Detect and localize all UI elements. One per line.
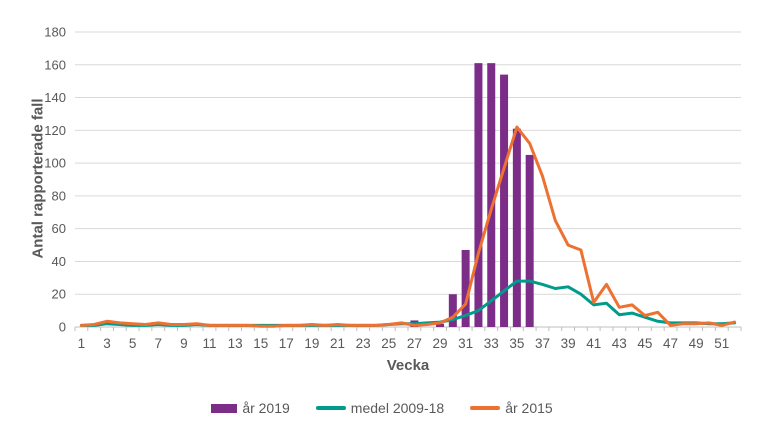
bar [525, 154, 534, 327]
legend-label: medel 2009-18 [350, 400, 445, 416]
x-tick-label: 5 [129, 336, 137, 351]
x-tick-label: 13 [228, 336, 243, 351]
x-tick-label: 33 [484, 336, 499, 351]
bar [500, 74, 509, 327]
x-tick-label: 9 [180, 336, 188, 351]
legend-item-ar-2019: år 2019 [211, 400, 290, 416]
legend-item-ar-2015: år 2015 [470, 400, 553, 416]
x-tick-label: 19 [304, 336, 319, 351]
bar [436, 323, 445, 327]
y-tick-label: 40 [52, 254, 66, 269]
bar [474, 63, 483, 328]
bar [487, 63, 496, 328]
y-tick-label: 60 [52, 221, 66, 236]
y-tick-label: 20 [52, 287, 66, 302]
x-tick-label: 47 [663, 336, 678, 351]
line-series [79, 125, 737, 328]
x-tick-label: 17 [279, 336, 294, 351]
legend: år 2019 medel 2009-18 år 2015 [0, 400, 764, 416]
y-tick-label: 120 [44, 123, 66, 138]
x-tick-label: 41 [586, 336, 601, 351]
legend-line-swatch-icon [315, 406, 346, 410]
legend-label: år 2019 [242, 400, 290, 416]
x-tick-label: 37 [535, 336, 550, 351]
x-tick-label: 39 [561, 336, 576, 351]
legend-bar-swatch-icon [211, 403, 238, 413]
x-tick-label: 45 [637, 336, 652, 351]
bar [461, 249, 470, 327]
bar [448, 294, 457, 327]
x-tick-label: 51 [714, 336, 729, 351]
y-tick-label: 80 [52, 188, 66, 203]
y-tick-label: 0 [59, 320, 66, 335]
bar [512, 128, 521, 327]
x-tick-label: 35 [509, 336, 524, 351]
x-tick-label: 25 [381, 336, 396, 351]
x-tick-label: 23 [356, 336, 371, 351]
x-tick-label: 1 [78, 336, 86, 351]
legend-label: år 2015 [505, 400, 553, 416]
y-tick-label: 160 [44, 57, 66, 72]
x-tick-label: 43 [612, 336, 627, 351]
x-tick-label: 27 [407, 336, 422, 351]
x-tick-label: 3 [103, 336, 111, 351]
x-axis-title: Vecka [386, 357, 430, 374]
y-axis-title: Antal rapporterade fall [29, 98, 47, 259]
legend-line-swatch-icon [470, 406, 501, 410]
y-tick-label: 140 [44, 90, 66, 105]
x-tick-label: 31 [458, 336, 473, 351]
x-tick-label: 21 [330, 336, 345, 351]
x-tick-label: 7 [154, 336, 162, 351]
x-tick-label: 49 [689, 336, 704, 351]
y-tick-label: 100 [44, 156, 66, 171]
x-tick-label: 11 [202, 336, 216, 351]
x-tick-label: 29 [433, 336, 448, 351]
y-tick-label: 180 [44, 25, 66, 40]
legend-item-medel-2009-18: medel 2009-18 [315, 400, 445, 416]
x-tick-label: 15 [253, 336, 268, 351]
line-series [79, 279, 737, 327]
